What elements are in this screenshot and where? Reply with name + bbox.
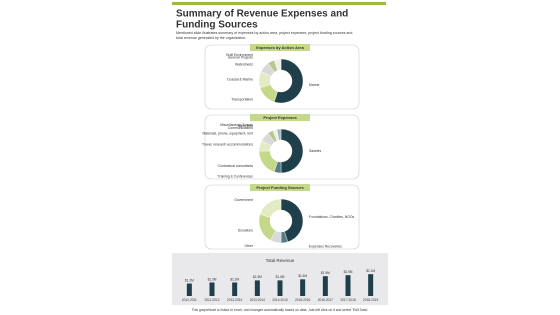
bar-category: 2016-2017	[318, 298, 333, 302]
card-header	[250, 114, 310, 121]
segment-label: Foundations, Charities, NGOs	[309, 215, 355, 219]
bar-category: 2010-2011	[182, 298, 197, 302]
card-header	[250, 184, 310, 191]
segment-label: Travel, research accommodations	[202, 142, 253, 146]
segment-label: Contractual consultants	[218, 164, 254, 168]
bar	[300, 279, 306, 296]
bar-value: $1.2M	[185, 278, 194, 282]
segment-label: Expenses Recoveries	[309, 245, 342, 249]
bar	[345, 275, 351, 296]
bar-value: $1.9M	[321, 271, 330, 275]
segment-label: Communications	[228, 126, 254, 130]
donut-segment	[280, 128, 304, 174]
segment-label: Salaries	[309, 149, 322, 153]
segment-label: Watersheds	[235, 62, 253, 66]
bar-category: 2013-2014	[250, 298, 265, 302]
segment-label: Miscellaneous Events	[220, 123, 253, 127]
bar-category: 2012-2013	[227, 298, 242, 302]
bar	[254, 280, 260, 296]
segment-label: Bank fees	[238, 124, 253, 128]
bar-category: 2017-2018	[340, 298, 355, 302]
bar-category: 2015-2016	[295, 298, 310, 302]
card-title: Project Expenses	[263, 115, 297, 120]
bar-category: 2018-2019	[363, 298, 378, 302]
bar	[232, 282, 238, 296]
title: Summary of Revenue Expenses and	[176, 9, 348, 20]
card-title: Project Funding Sources	[256, 185, 304, 190]
donut-segment	[273, 58, 304, 104]
description: Mentioned slide illustrates summary of e…	[176, 31, 352, 35]
card-header	[250, 44, 310, 51]
segment-label: Training & Conferences	[218, 175, 254, 179]
donut-segment	[276, 128, 282, 141]
chart-title: Total Revenue	[266, 258, 295, 263]
bar-category: 2011-2012	[204, 298, 219, 302]
description: total revenue generated by the organizat…	[176, 36, 246, 40]
top-bar	[172, 2, 386, 5]
donut-segment	[259, 198, 282, 218]
bar	[209, 282, 215, 296]
bar-value: $1.3M	[208, 277, 217, 281]
segment-label: Built Environment	[226, 53, 253, 57]
revenue-panel	[172, 253, 388, 305]
bar-value: $2.1M	[366, 269, 375, 273]
card-title: Expenses by Action Area	[256, 45, 304, 50]
segment-label: Materials, phone, equipment, rent	[202, 132, 253, 136]
bar-value: $1.5M	[276, 275, 285, 279]
bar-value: $1.5M	[253, 275, 262, 279]
segment-label: Marine	[309, 83, 319, 87]
segment-label: Donations	[238, 228, 254, 232]
segment-label: Other	[245, 244, 254, 248]
bar	[368, 274, 374, 296]
bar-value: $1.6M	[298, 274, 307, 278]
bar-value: $1.3M	[230, 277, 239, 281]
bar-value: $2.0M	[344, 270, 353, 274]
segment-label: Transportation	[231, 97, 253, 101]
segment-label: Government	[234, 198, 253, 202]
title: Funding Sources	[176, 20, 258, 31]
footer: This graph/chart is linked to excel, and…	[192, 308, 369, 312]
bar	[277, 280, 283, 296]
bar	[186, 283, 192, 296]
segment-label: General Projects	[228, 56, 254, 60]
bar-category: 2014-2015	[272, 298, 287, 302]
bar	[322, 276, 328, 296]
segment-label: Coastal & Marine	[227, 77, 253, 81]
donut-segment	[273, 58, 282, 71]
